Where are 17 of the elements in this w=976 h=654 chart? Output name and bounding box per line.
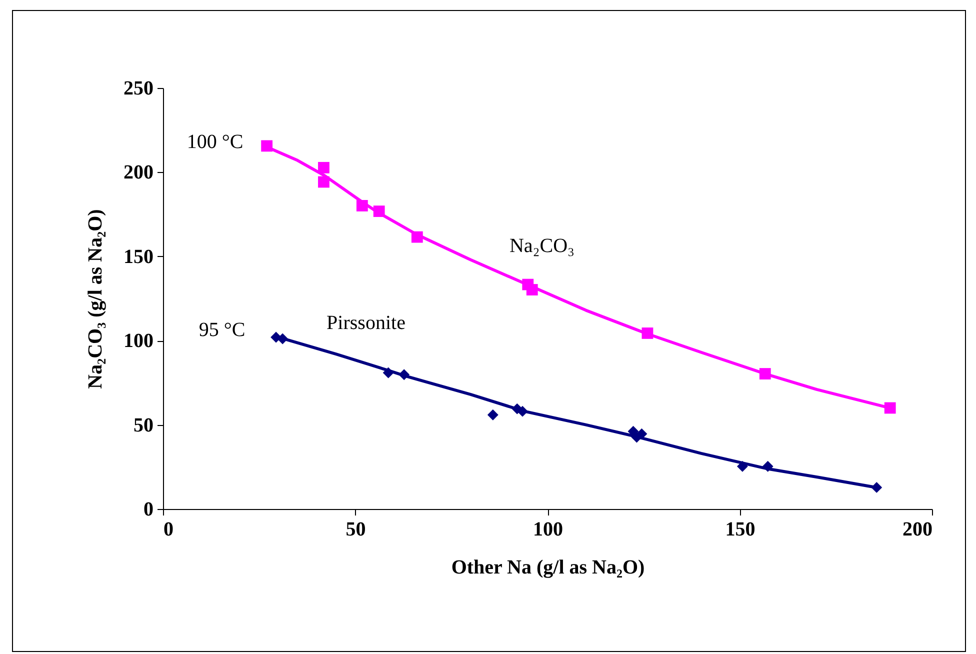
x-tick-label: 200: [902, 518, 932, 540]
y-tick-label: 100: [124, 330, 154, 352]
x-tick-label: 150: [725, 518, 756, 540]
x-tick-label: 100: [533, 518, 563, 540]
y-tick-label: 0: [144, 498, 154, 520]
y-tick-label: 50: [134, 414, 154, 436]
y-tick-label: 200: [124, 162, 154, 184]
y-tick-label: 250: [124, 78, 154, 100]
annotation: 95 °C: [198, 319, 246, 341]
y-tick-label: 150: [124, 246, 154, 268]
x-tick-label: 50: [346, 518, 366, 540]
annotation: Pirssonite: [326, 312, 406, 334]
x-tick-label: 0: [164, 518, 174, 540]
x-axis-title: Other Na (g/l as Na₂O): [451, 556, 645, 578]
y-axis-title: Na₂CO₃ (g/l as Na₂O): [84, 209, 106, 389]
annotation: 100 °C: [186, 131, 244, 153]
annotation: Na₂CO₃: [509, 235, 575, 257]
